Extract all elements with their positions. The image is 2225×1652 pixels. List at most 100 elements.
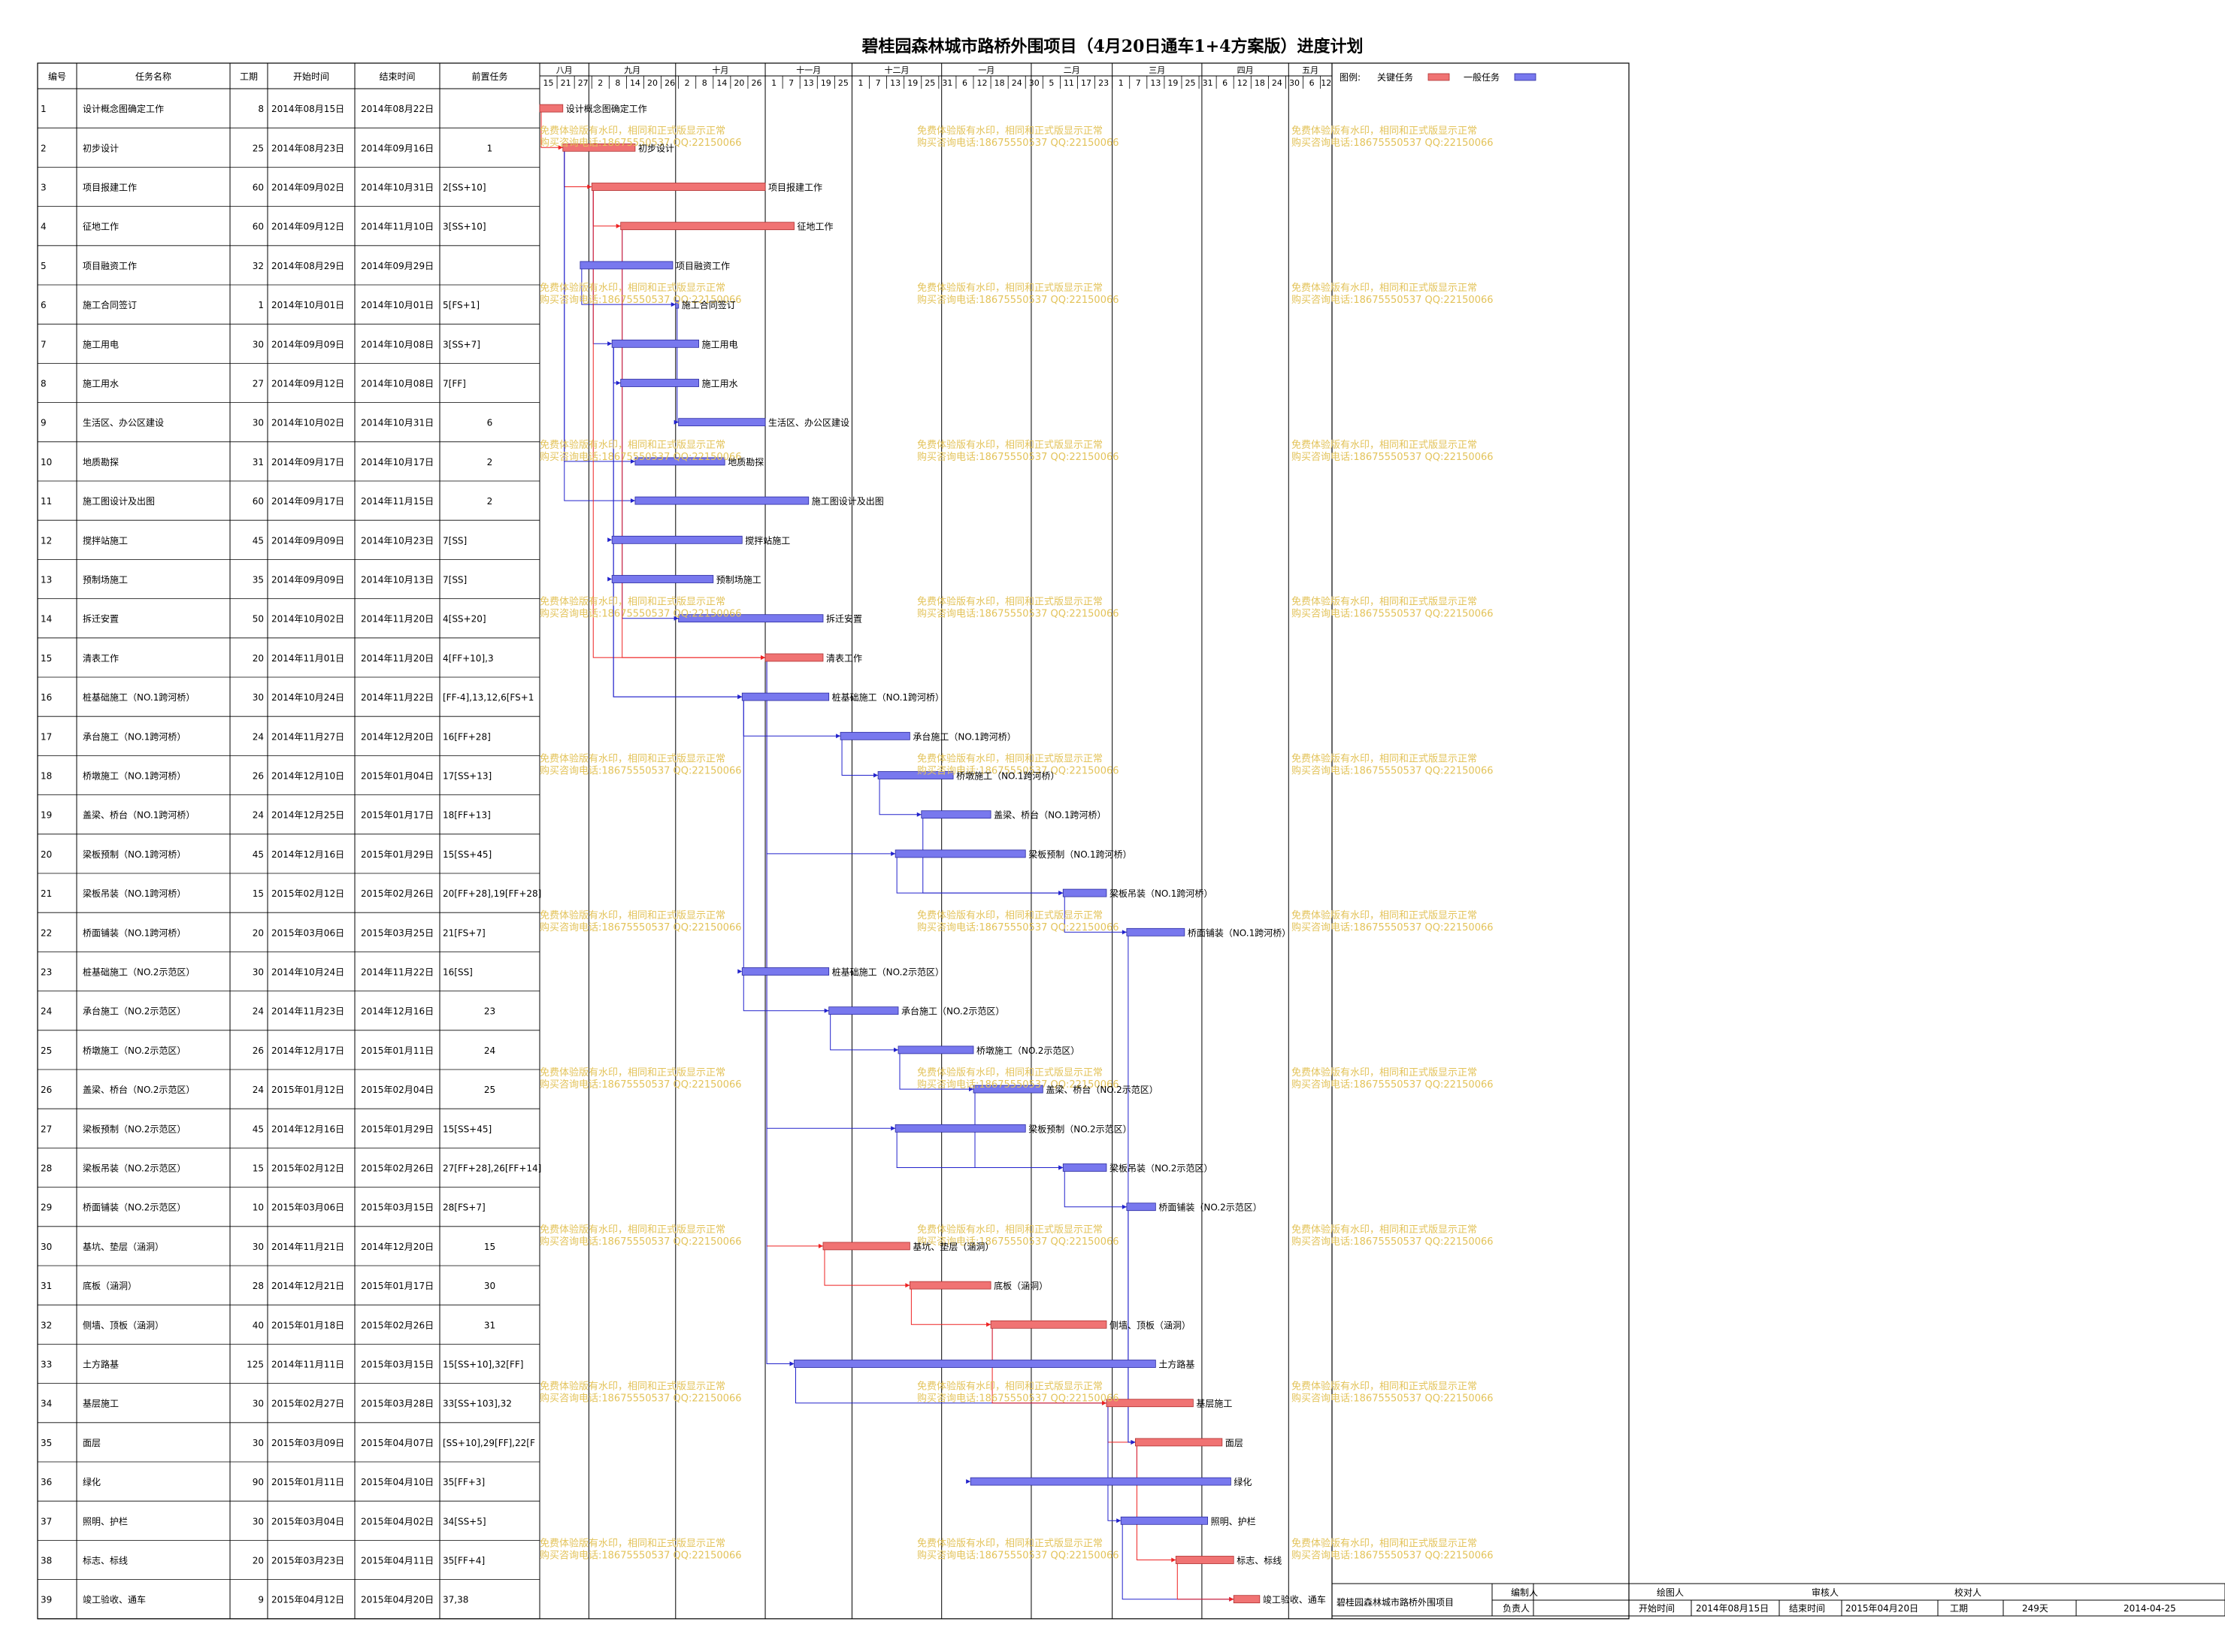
watermark-line2: 购买咨询电话:18675550537 QQ:22150066 [917,1393,1119,1405]
task-name: 竣工验收、通车 [83,1594,146,1605]
task-end: 2014年10月08日 [361,339,434,349]
watermark-line2: 购买咨询电话:18675550537 QQ:22150066 [917,764,1119,776]
task-start: 2014年09月12日 [271,379,344,389]
dependency-link [896,857,1064,894]
dependency-arrow [818,1243,823,1248]
footer-start-value: 2014年08月15日 [1696,1603,1769,1614]
footer-drawer-label: 绘图人 [1657,1587,1684,1598]
tick-label: 30 [1289,78,1300,88]
watermark-line1: 免费体验版有水印，相同和正式版显示正常 [540,1067,725,1079]
dependency-link [540,112,563,148]
task-name: 桥面铺装（NO.2示范区） [83,1203,186,1213]
task-id: 19 [41,810,52,821]
task-name: 基坑、垫层（涵洞） [83,1241,164,1252]
task-start: 2015年03月09日 [271,1438,344,1448]
bar-label: 生活区、办公区建设 [768,417,849,428]
tick-label: 31 [942,78,952,88]
bar-label: 预制场施工 [716,575,761,585]
legend-title: 图例: [1340,72,1361,83]
watermark-line1: 免费体验版有水印，相同和正式版显示正常 [917,1381,1103,1393]
task-id: 12 [41,535,52,546]
month-label: 十一月 [796,65,821,75]
task-start: 2015年02月12日 [271,1163,344,1174]
tick-label: 8 [615,78,620,88]
task-end: 2014年10月23日 [361,535,434,546]
task-start: 2014年10月24日 [271,692,344,703]
bar-label: 桥面铺装（NO.2示范区） [1158,1203,1261,1213]
task-end: 2015年03月15日 [361,1203,434,1213]
task-bar [990,1320,1107,1329]
dependency-arrow [905,1283,910,1288]
watermark-line1: 免费体验版有水印，相同和正式版显示正常 [540,1381,725,1393]
bar-label: 施工用电 [702,339,738,349]
task-start: 2014年09月17日 [271,457,344,467]
dependency-link [677,308,679,423]
dependency-arrow [1122,1204,1127,1209]
task-bar [611,339,699,348]
watermark-line2: 购买咨询电话:18675550537 QQ:22150066 [917,451,1119,463]
bar-label: 搅拌站施工 [745,534,790,546]
task-end: 2015年04月02日 [361,1516,434,1526]
task-bar [678,418,766,427]
task-predecessor: 7[SS] [443,535,467,546]
task-predecessor: 2[SS+10] [443,183,486,193]
bar-label: 桩基础施工（NO.2示范区） [832,967,944,978]
task-bar [611,575,714,583]
task-start: 2014年12月21日 [271,1281,344,1291]
task-predecessor: 18[FF+13] [443,810,491,821]
task-bar [895,849,1026,858]
task-bar [580,261,674,270]
watermark-line2: 购买咨询电话:18675550537 QQ:22150066 [917,921,1119,933]
watermark-line1: 免费体验版有水印，相同和正式版显示正常 [1291,909,1477,921]
dependency-arrow [893,1047,898,1052]
tick-label: 19 [907,78,918,88]
task-end: 2015年02月26日 [361,888,434,899]
dependency-arrow [916,812,922,817]
dependency-link [922,818,1064,894]
task-id: 30 [41,1242,52,1252]
month-label: 十月 [712,65,728,75]
task-duration: 20 [253,653,264,664]
task-duration: 20 [253,1556,264,1566]
dependency-arrow [616,223,621,228]
legend-normal-label: 一般任务 [1464,71,1500,83]
bar-label: 桩基础施工（NO.1跨河桥） [832,691,944,703]
bar-label: 征地工作 [798,222,834,232]
task-end: 2015年01月29日 [361,1124,434,1134]
task-bar [970,1477,1231,1486]
task-bar [921,810,991,819]
task-predecessor: 21[FS+7] [443,927,486,938]
task-end: 2014年09月16日 [361,143,434,153]
footer-checker-label: 校对人 [1954,1587,1981,1598]
dependency-arrow [558,145,563,150]
task-end: 2014年11月20日 [361,614,434,625]
tick-label: 25 [925,78,935,88]
legend-normal-swatch [1514,73,1536,81]
dependency-arrow [789,1361,795,1366]
task-duration: 1 [258,300,264,310]
task-start: 2014年09月02日 [271,183,344,193]
tick-label: 24 [1012,78,1022,88]
watermark-line2: 购买咨询电话:18675550537 QQ:22150066 [1291,1549,1494,1561]
task-start: 2014年12月25日 [271,810,344,821]
table-header-4: 开始时间 [293,71,329,82]
month-label: 九月 [624,65,640,75]
task-end: 2015年02月04日 [361,1085,434,1095]
task-id: 15 [41,653,52,664]
dependency-link [841,740,879,776]
dependency-arrow [630,458,635,464]
watermark-line2: 购买咨询电话:18675550537 QQ:22150066 [1291,294,1494,306]
task-name: 桥墩施工（NO.2示范区） [83,1045,186,1056]
tick-label: 14 [716,78,727,88]
task-duration: 15 [253,888,264,899]
task-predecessor: 15 [484,1242,495,1252]
task-id: 20 [41,849,52,860]
dependency-link [1136,1445,1176,1560]
bar-label: 桥墩施工（NO.1跨河桥） [956,771,1059,782]
tick-label: 8 [702,78,707,88]
task-duration: 24 [253,1006,264,1017]
task-predecessor: 35[FF+4] [443,1556,485,1566]
task-start: 2014年09月09日 [271,535,344,546]
footer-start-label: 开始时间 [1639,1603,1675,1614]
tick-label: 2 [598,78,603,88]
